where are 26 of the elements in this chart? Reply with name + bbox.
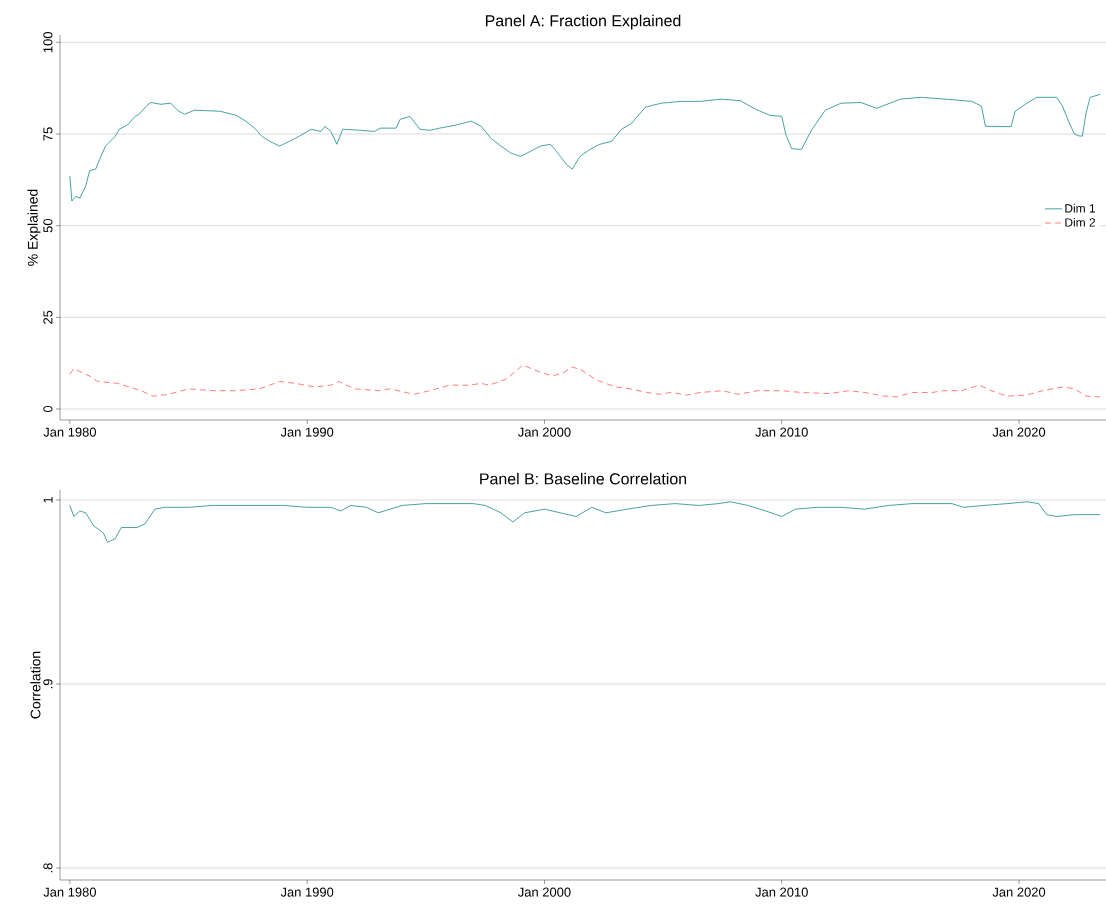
y-tick-label: .8 — [43, 863, 53, 873]
chart-title: Panel A: Fraction Explained — [485, 14, 681, 30]
legend-label: Dim 1 — [1065, 203, 1096, 213]
line-series — [69, 93, 1101, 202]
line-series — [69, 364, 1101, 398]
y-tick-label: 75 — [43, 127, 53, 141]
x-tick-label: Jan 1980 — [43, 427, 97, 437]
y-tick-label: 100 — [43, 32, 53, 53]
y-tick-label: 1 — [43, 496, 53, 503]
y-tick-label: 50 — [43, 218, 53, 233]
x-tick-label: Jan 2010 — [755, 887, 808, 897]
y-tick-label: .9 — [43, 679, 53, 689]
x-tick-label: Jan 2010 — [755, 427, 808, 437]
x-tick-label: Jan 2000 — [518, 887, 571, 897]
y-axis-title: % Explained — [27, 189, 41, 266]
x-tick-label: Jan 2000 — [518, 427, 571, 437]
chart-title: Panel B: Baseline Correlation — [480, 472, 687, 485]
y-axis-title: Correlation — [30, 651, 41, 719]
x-tick-label: Jan 2020 — [992, 427, 1046, 437]
y-tick-label: 0 — [43, 405, 53, 413]
legend-label: Dim 2 — [1065, 217, 1095, 227]
x-tick-label: Jan 2020 — [992, 887, 1046, 897]
x-tick-label: Jan 1990 — [280, 887, 334, 897]
x-tick-label: Jan 1990 — [280, 427, 334, 437]
y-tick-label: 25 — [43, 310, 53, 324]
x-tick-label: Jan 1980 — [43, 887, 97, 897]
